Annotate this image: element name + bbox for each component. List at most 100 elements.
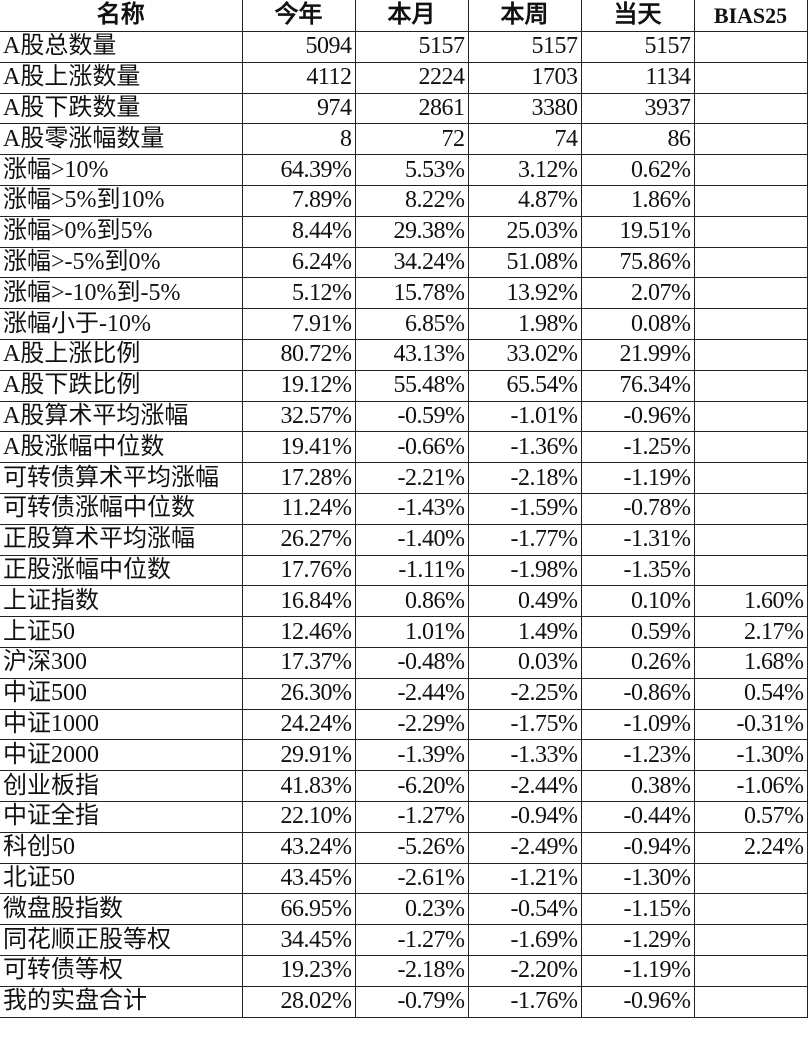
cell-year[interactable]: 8.44% (241, 215, 356, 248)
cell-year[interactable]: 34.45% (241, 924, 356, 956)
cell-day[interactable]: 0.26% (580, 646, 695, 679)
cell-month[interactable]: -2.61% (354, 862, 469, 895)
cell-year[interactable]: 19.23% (241, 954, 356, 987)
cell-name[interactable]: 涨幅>-10%到-5% (0, 277, 243, 310)
cell-bias25[interactable] (693, 862, 808, 895)
cell-bias25[interactable] (693, 61, 808, 94)
cell-week[interactable]: -0.54% (467, 893, 582, 926)
cell-bias25[interactable] (693, 277, 808, 310)
cell-name[interactable]: A股下跌比例 (0, 369, 243, 402)
cell-day[interactable]: -1.35% (580, 554, 695, 587)
cell-week[interactable]: -2.20% (467, 954, 582, 987)
cell-name[interactable]: 中证500 (0, 677, 243, 710)
cell-week[interactable]: 33.02% (467, 338, 582, 371)
cell-day[interactable]: 75.86% (580, 246, 695, 279)
cell-bias25[interactable] (693, 154, 808, 186)
cell-bias25[interactable]: 1.60% (693, 585, 808, 618)
cell-day[interactable]: -1.29% (580, 924, 695, 956)
cell-month[interactable]: 2861 (354, 92, 469, 125)
cell-month[interactable]: 5.53% (354, 154, 469, 186)
cell-bias25[interactable] (693, 523, 808, 556)
cell-week[interactable]: 65.54% (467, 369, 582, 402)
cell-month[interactable]: 55.48% (354, 369, 469, 402)
cell-week[interactable]: -1.98% (467, 554, 582, 587)
cell-name[interactable]: 上证50 (0, 616, 243, 648)
cell-month[interactable]: -1.27% (354, 924, 469, 956)
cell-year[interactable]: 66.95% (241, 893, 356, 926)
cell-week[interactable]: -1.01% (467, 400, 582, 433)
cell-week[interactable]: 3.12% (467, 154, 582, 186)
cell-name[interactable]: 中证1000 (0, 708, 243, 741)
cell-day[interactable]: 19.51% (580, 215, 695, 248)
cell-month[interactable]: -1.27% (354, 800, 469, 833)
cell-day[interactable]: 5157 (580, 31, 695, 63)
cell-month[interactable]: 43.13% (354, 338, 469, 371)
cell-month[interactable]: -2.18% (354, 954, 469, 987)
cell-year[interactable]: 5.12% (241, 277, 356, 310)
cell-year[interactable]: 17.37% (241, 646, 356, 679)
cell-year[interactable]: 29.91% (241, 739, 356, 772)
cell-bias25[interactable] (693, 308, 808, 340)
cell-bias25[interactable] (693, 246, 808, 279)
header-name[interactable]: 名称 (0, 0, 243, 32)
cell-name[interactable]: 上证指数 (0, 585, 243, 618)
cell-month[interactable]: -2.44% (354, 677, 469, 710)
cell-name[interactable]: A股算术平均涨幅 (0, 400, 243, 433)
cell-name[interactable]: 正股算术平均涨幅 (0, 523, 243, 556)
cell-week[interactable]: 25.03% (467, 215, 582, 248)
cell-name[interactable]: 微盘股指数 (0, 893, 243, 926)
cell-day[interactable]: -1.19% (580, 462, 695, 494)
cell-bias25[interactable] (693, 554, 808, 587)
cell-week[interactable]: -0.94% (467, 800, 582, 833)
cell-day[interactable]: -0.96% (580, 400, 695, 433)
cell-year[interactable]: 7.91% (241, 308, 356, 340)
cell-year[interactable]: 17.76% (241, 554, 356, 587)
cell-year[interactable]: 64.39% (241, 154, 356, 186)
cell-month[interactable]: -2.21% (354, 462, 469, 494)
cell-name[interactable]: A股总数量 (0, 31, 243, 63)
cell-bias25[interactable] (693, 400, 808, 433)
cell-month[interactable]: -1.11% (354, 554, 469, 587)
cell-day[interactable]: -0.44% (580, 800, 695, 833)
cell-day[interactable]: 3937 (580, 92, 695, 125)
cell-bias25[interactable] (693, 431, 808, 464)
cell-day[interactable]: -1.09% (580, 708, 695, 741)
cell-month[interactable]: 0.86% (354, 585, 469, 618)
header-bias25[interactable]: BIAS25 (693, 0, 808, 32)
cell-name[interactable]: 北证50 (0, 862, 243, 895)
cell-month[interactable]: -5.26% (354, 831, 469, 864)
cell-name[interactable]: 涨幅>-5%到0% (0, 246, 243, 279)
cell-name[interactable]: 科创50 (0, 831, 243, 864)
cell-month[interactable]: 15.78% (354, 277, 469, 310)
cell-month[interactable]: 8.22% (354, 184, 469, 217)
cell-year[interactable]: 19.41% (241, 431, 356, 464)
cell-bias25[interactable]: 0.57% (693, 800, 808, 833)
cell-bias25[interactable] (693, 492, 808, 525)
cell-bias25[interactable]: -1.06% (693, 770, 808, 802)
cell-month[interactable]: 2224 (354, 61, 469, 94)
cell-month[interactable]: 6.85% (354, 308, 469, 340)
cell-year[interactable]: 28.02% (241, 985, 356, 1018)
cell-name[interactable]: A股上涨比例 (0, 338, 243, 371)
cell-week[interactable]: -2.44% (467, 770, 582, 802)
cell-day[interactable]: -1.25% (580, 431, 695, 464)
cell-week[interactable]: -2.49% (467, 831, 582, 864)
cell-bias25[interactable] (693, 462, 808, 494)
cell-year[interactable]: 26.27% (241, 523, 356, 556)
cell-year[interactable]: 19.12% (241, 369, 356, 402)
cell-month[interactable]: -1.40% (354, 523, 469, 556)
cell-month[interactable]: -1.39% (354, 739, 469, 772)
cell-week[interactable]: 3380 (467, 92, 582, 125)
cell-year[interactable]: 41.83% (241, 770, 356, 802)
cell-month[interactable]: 34.24% (354, 246, 469, 279)
cell-month[interactable]: -6.20% (354, 770, 469, 802)
cell-bias25[interactable]: 0.54% (693, 677, 808, 710)
cell-name[interactable]: 沪深300 (0, 646, 243, 679)
cell-week[interactable]: -2.18% (467, 462, 582, 494)
cell-month[interactable]: -0.66% (354, 431, 469, 464)
cell-week[interactable]: -1.36% (467, 431, 582, 464)
cell-day[interactable]: 86 (580, 123, 695, 156)
cell-year[interactable]: 43.45% (241, 862, 356, 895)
cell-year[interactable]: 17.28% (241, 462, 356, 494)
cell-year[interactable]: 24.24% (241, 708, 356, 741)
